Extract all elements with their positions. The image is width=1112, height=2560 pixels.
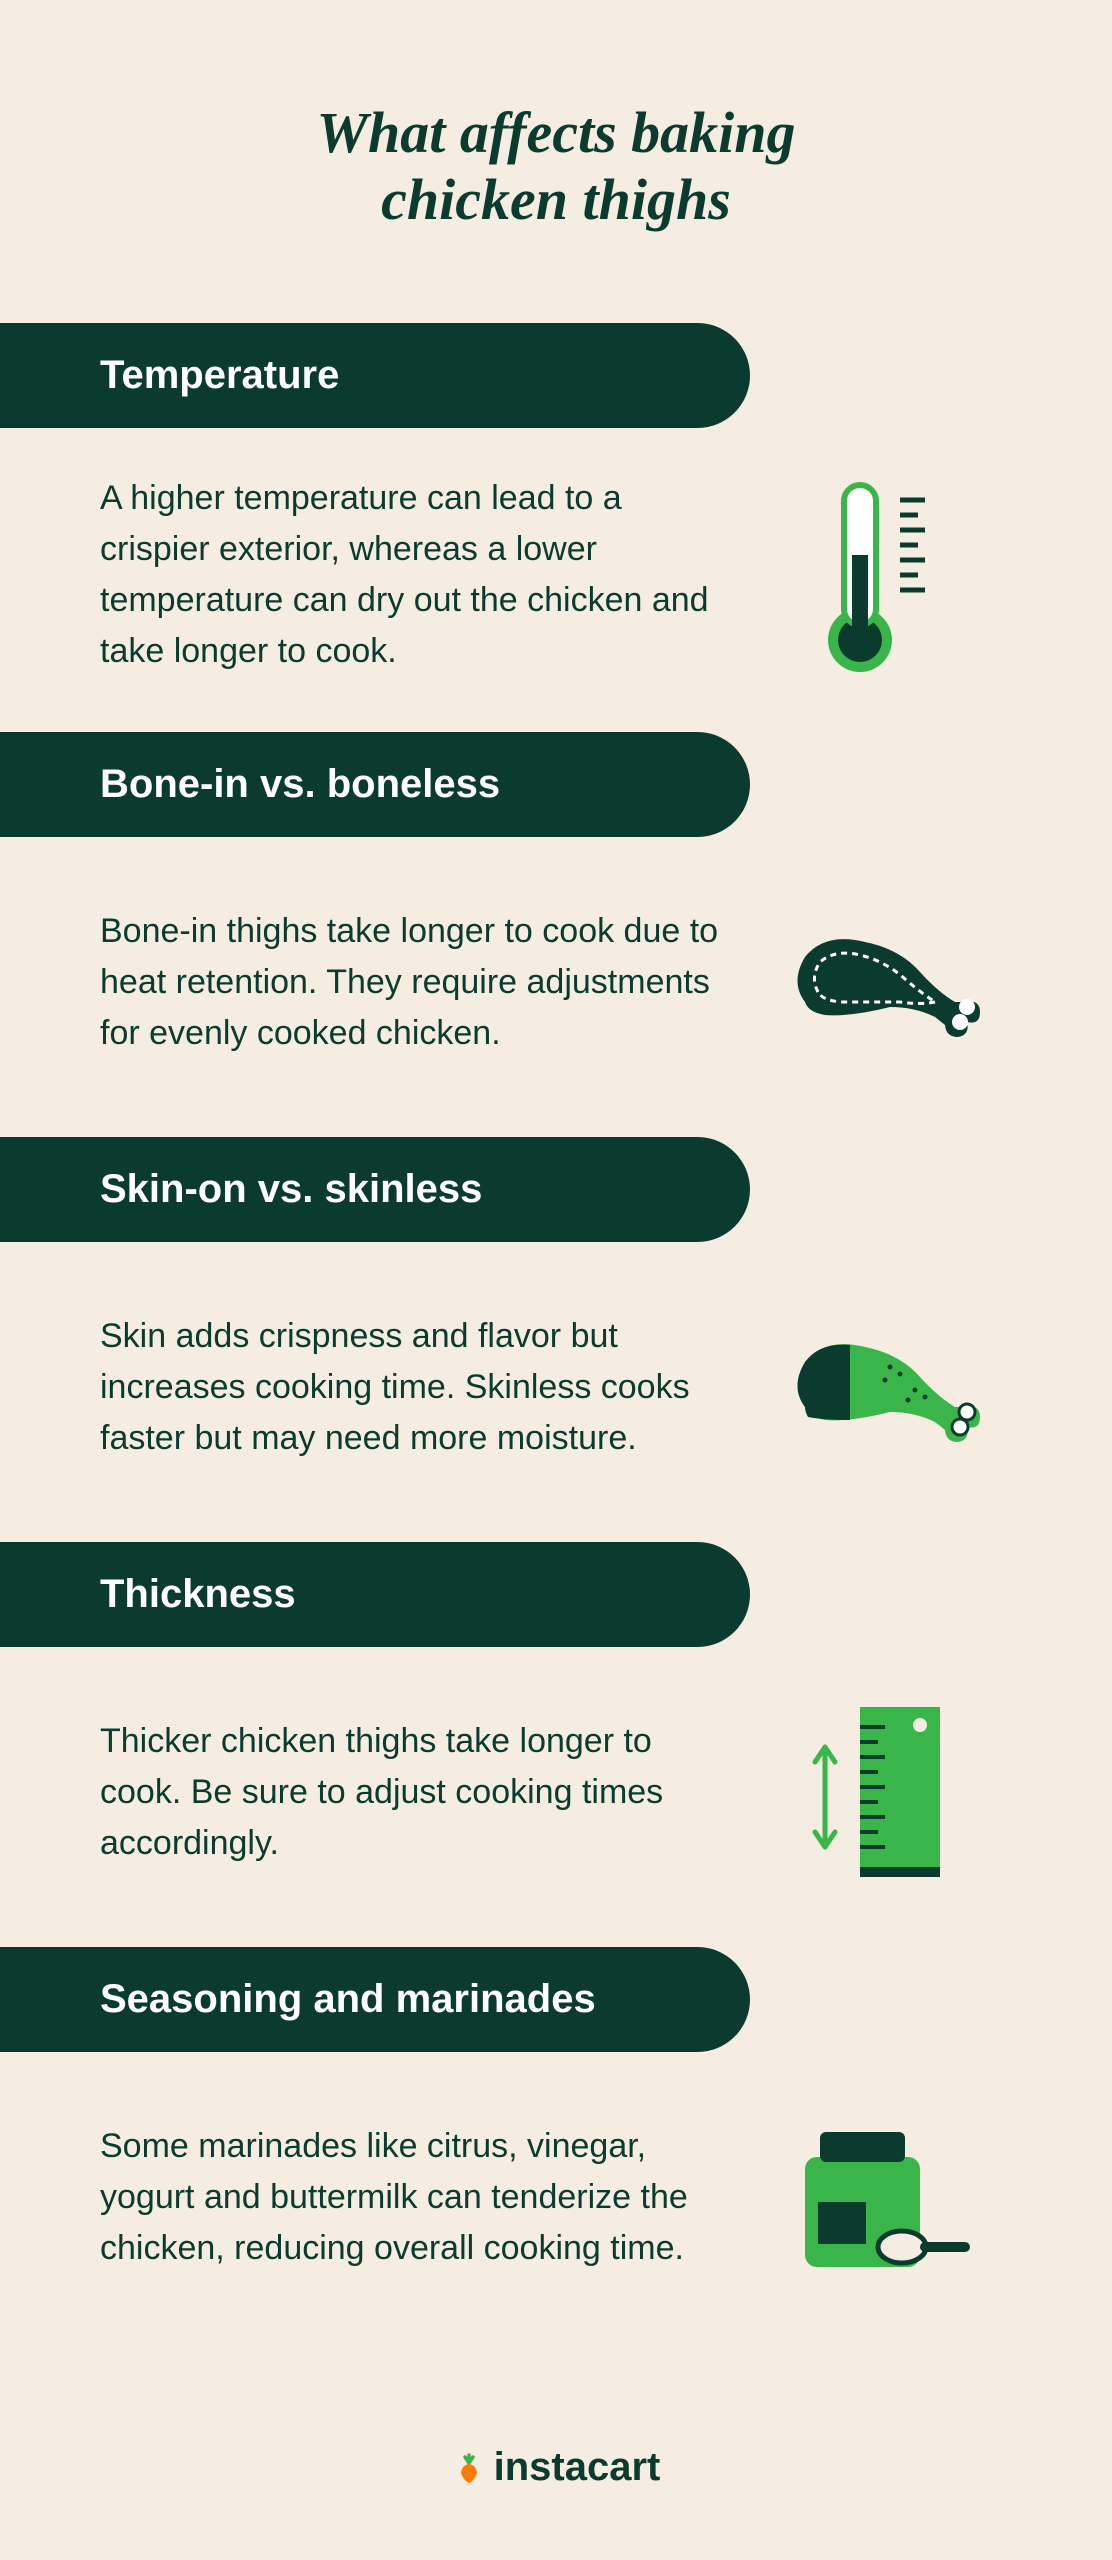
section-heading: Skin-on vs. skinless [0,1137,750,1242]
thermometer-icon [770,475,990,675]
ruler-icon [770,1692,990,1892]
section-thickness: Thickness Thicker chicken thighs take lo… [0,1542,1112,1892]
section-bone-in: Bone-in vs. boneless Bone-in thighs take… [0,732,1112,1082]
section-heading: Temperature [0,323,750,428]
brand-text: instacart [494,2445,661,2490]
section-heading: Seasoning and marinades [0,1947,750,2052]
section-body: Some marinades like citrus, vinegar, yog… [100,2121,740,2274]
title-line-1: What affects baking [316,100,795,165]
jar-icon [770,2097,990,2297]
section-heading: Thickness [0,1542,750,1647]
page-title: What affects baking chicken thighs [0,0,1112,323]
section-seasoning: Seasoning and marinades Some marinades l… [0,1947,1112,2297]
carrot-icon [452,2451,486,2485]
section-heading: Bone-in vs. boneless [0,732,750,837]
section-body: Bone-in thighs take longer to cook due t… [100,906,740,1059]
title-line-2: chicken thighs [381,167,731,232]
skin-on-icon [770,1287,990,1487]
section-body: Skin adds crispness and flavor but incre… [100,1311,740,1464]
section-body: Thicker chicken thighs take longer to co… [100,1716,740,1869]
bone-in-icon [770,882,990,1082]
section-body: A higher temperature can lead to a crisp… [100,473,740,677]
brand-logo: instacart [0,2445,1112,2490]
section-skin-on: Skin-on vs. skinless Skin adds crispness… [0,1137,1112,1487]
section-temperature: Temperature A higher temperature can lea… [0,323,1112,677]
